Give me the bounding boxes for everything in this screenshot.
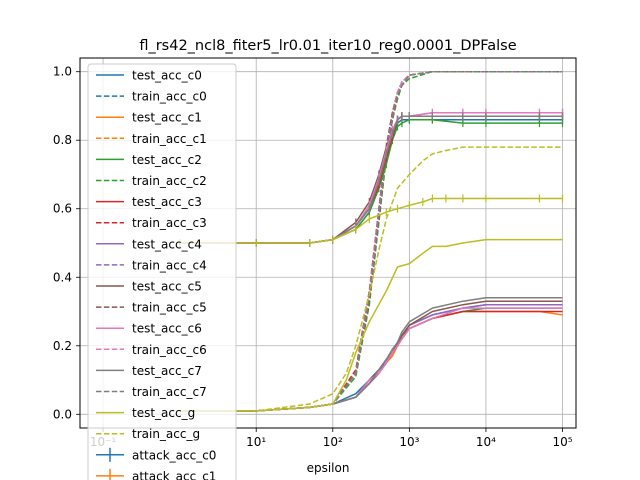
legend-label-test_acc_g: test_acc_g xyxy=(132,406,195,420)
legend-label-train_acc_c3: train_acc_c3 xyxy=(132,216,207,230)
legend-label-train_acc_c1: train_acc_c1 xyxy=(132,132,207,146)
legend-label-test_acc_c0: test_acc_c0 xyxy=(132,69,202,83)
series-line-train_acc_g xyxy=(179,146,563,412)
legend-label-train_acc_c2: train_acc_c2 xyxy=(132,174,207,188)
y-tick-label: 0.8 xyxy=(53,133,72,147)
x-tick-label: 10⁴ xyxy=(476,435,496,449)
legend-label-test_acc_c7: test_acc_c7 xyxy=(132,364,202,378)
x-tick-label: 10⁵ xyxy=(552,435,572,449)
legend-label-train_acc_c4: train_acc_c4 xyxy=(132,258,207,272)
y-tick-label: 0.6 xyxy=(53,202,72,216)
legend-label-test_acc_c5: test_acc_c5 xyxy=(132,280,202,294)
legend-label-train_acc_c0: train_acc_c0 xyxy=(132,90,207,104)
y-tick-label: 1.0 xyxy=(53,65,72,79)
legend-box xyxy=(87,63,237,480)
legend-label-test_acc_c4: test_acc_c4 xyxy=(132,237,202,251)
series-line-attack_acc_g xyxy=(179,197,563,244)
y-tick-label: 0.0 xyxy=(53,407,72,421)
legend-label-test_acc_c1: test_acc_c1 xyxy=(132,111,202,125)
legend-label-test_acc_c3: test_acc_c3 xyxy=(132,195,202,209)
legend-label-train_acc_c5: train_acc_c5 xyxy=(132,301,207,315)
legend-label-train_acc_c7: train_acc_c7 xyxy=(132,385,207,399)
legend-label-test_acc_c2: test_acc_c2 xyxy=(132,153,202,167)
legend-label-attack_acc_c1: attack_acc_c1 xyxy=(132,469,216,480)
series-line-test_acc_g xyxy=(179,238,563,412)
series-layer xyxy=(179,70,564,412)
legend-label-train_acc_g: train_acc_g xyxy=(132,427,200,441)
legend-label-attack_acc_c0: attack_acc_c0 xyxy=(132,448,216,462)
y-tick-label: 0.4 xyxy=(53,270,72,284)
x-axis-label: epsilon xyxy=(307,461,350,475)
legend-label-test_acc_c6: test_acc_c6 xyxy=(132,322,202,336)
x-tick-label: 10¹ xyxy=(246,435,266,449)
legend-label-train_acc_c6: train_acc_c6 xyxy=(132,343,207,357)
y-tick-label: 0.2 xyxy=(53,339,72,353)
x-tick-label: 10³ xyxy=(399,435,419,449)
plot-frame xyxy=(79,57,577,429)
legend: test_acc_c0 train_acc_c0 test_acc_c1 train_… xyxy=(87,63,237,480)
chart-title: fl_rs42_ncl8_fiter5_lr0.01_iter10_reg0.0… xyxy=(139,38,516,54)
x-tick-label: 10² xyxy=(323,435,343,449)
